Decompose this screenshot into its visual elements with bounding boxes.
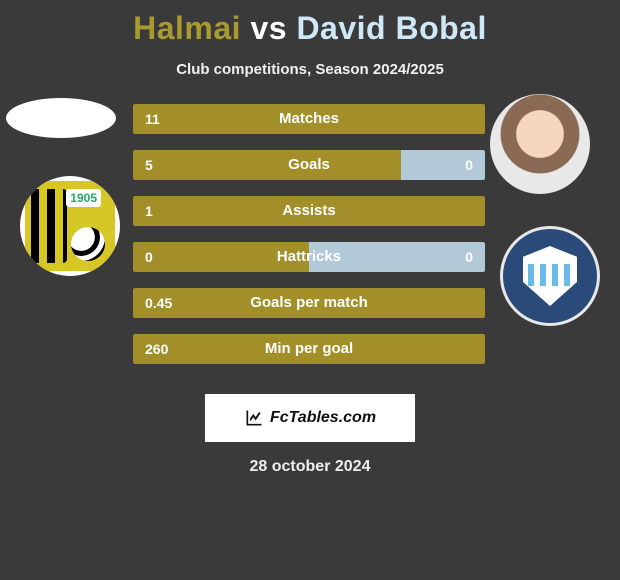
stat-row: 11Matches xyxy=(133,104,485,134)
stat-row: 1Assists xyxy=(133,196,485,226)
stat-label: Goals xyxy=(133,150,485,180)
player-left-avatar xyxy=(6,98,116,138)
club-left-year: 1905 xyxy=(66,189,101,207)
branding-text: FcTables.com xyxy=(270,409,376,427)
stat-label: Matches xyxy=(133,104,485,134)
branding-badge: FcTables.com xyxy=(205,394,415,442)
chart-icon xyxy=(244,408,264,428)
comparison-chart: 1905 11Matches 50Goals 1Assists 00Hattricks… xyxy=(0,106,620,376)
stat-row: 260Min per goal xyxy=(133,334,485,364)
stat-label: Goals per match xyxy=(133,288,485,318)
player-left-name: Halmai xyxy=(133,10,241,46)
player-right-name: David Bobal xyxy=(296,10,486,46)
vs-text: vs xyxy=(241,10,296,46)
date-text: 28 october 2024 xyxy=(0,458,620,476)
player-right-avatar xyxy=(490,94,590,194)
stat-row: 00Hattricks xyxy=(133,242,485,272)
page-title: Halmai vs David Bobal xyxy=(0,0,620,47)
stat-label: Hattricks xyxy=(133,242,485,272)
soccer-ball-icon xyxy=(71,227,105,261)
stat-label: Min per goal xyxy=(133,334,485,364)
stat-row: 0.45Goals per match xyxy=(133,288,485,318)
club-left-badge: 1905 xyxy=(20,176,120,276)
stat-bars: 11Matches 50Goals 1Assists 00Hattricks 0.45G… xyxy=(133,104,485,380)
subtitle: Club competitions, Season 2024/2025 xyxy=(0,61,620,78)
stat-label: Assists xyxy=(133,196,485,226)
club-right-badge xyxy=(500,226,600,326)
stat-row: 50Goals xyxy=(133,150,485,180)
